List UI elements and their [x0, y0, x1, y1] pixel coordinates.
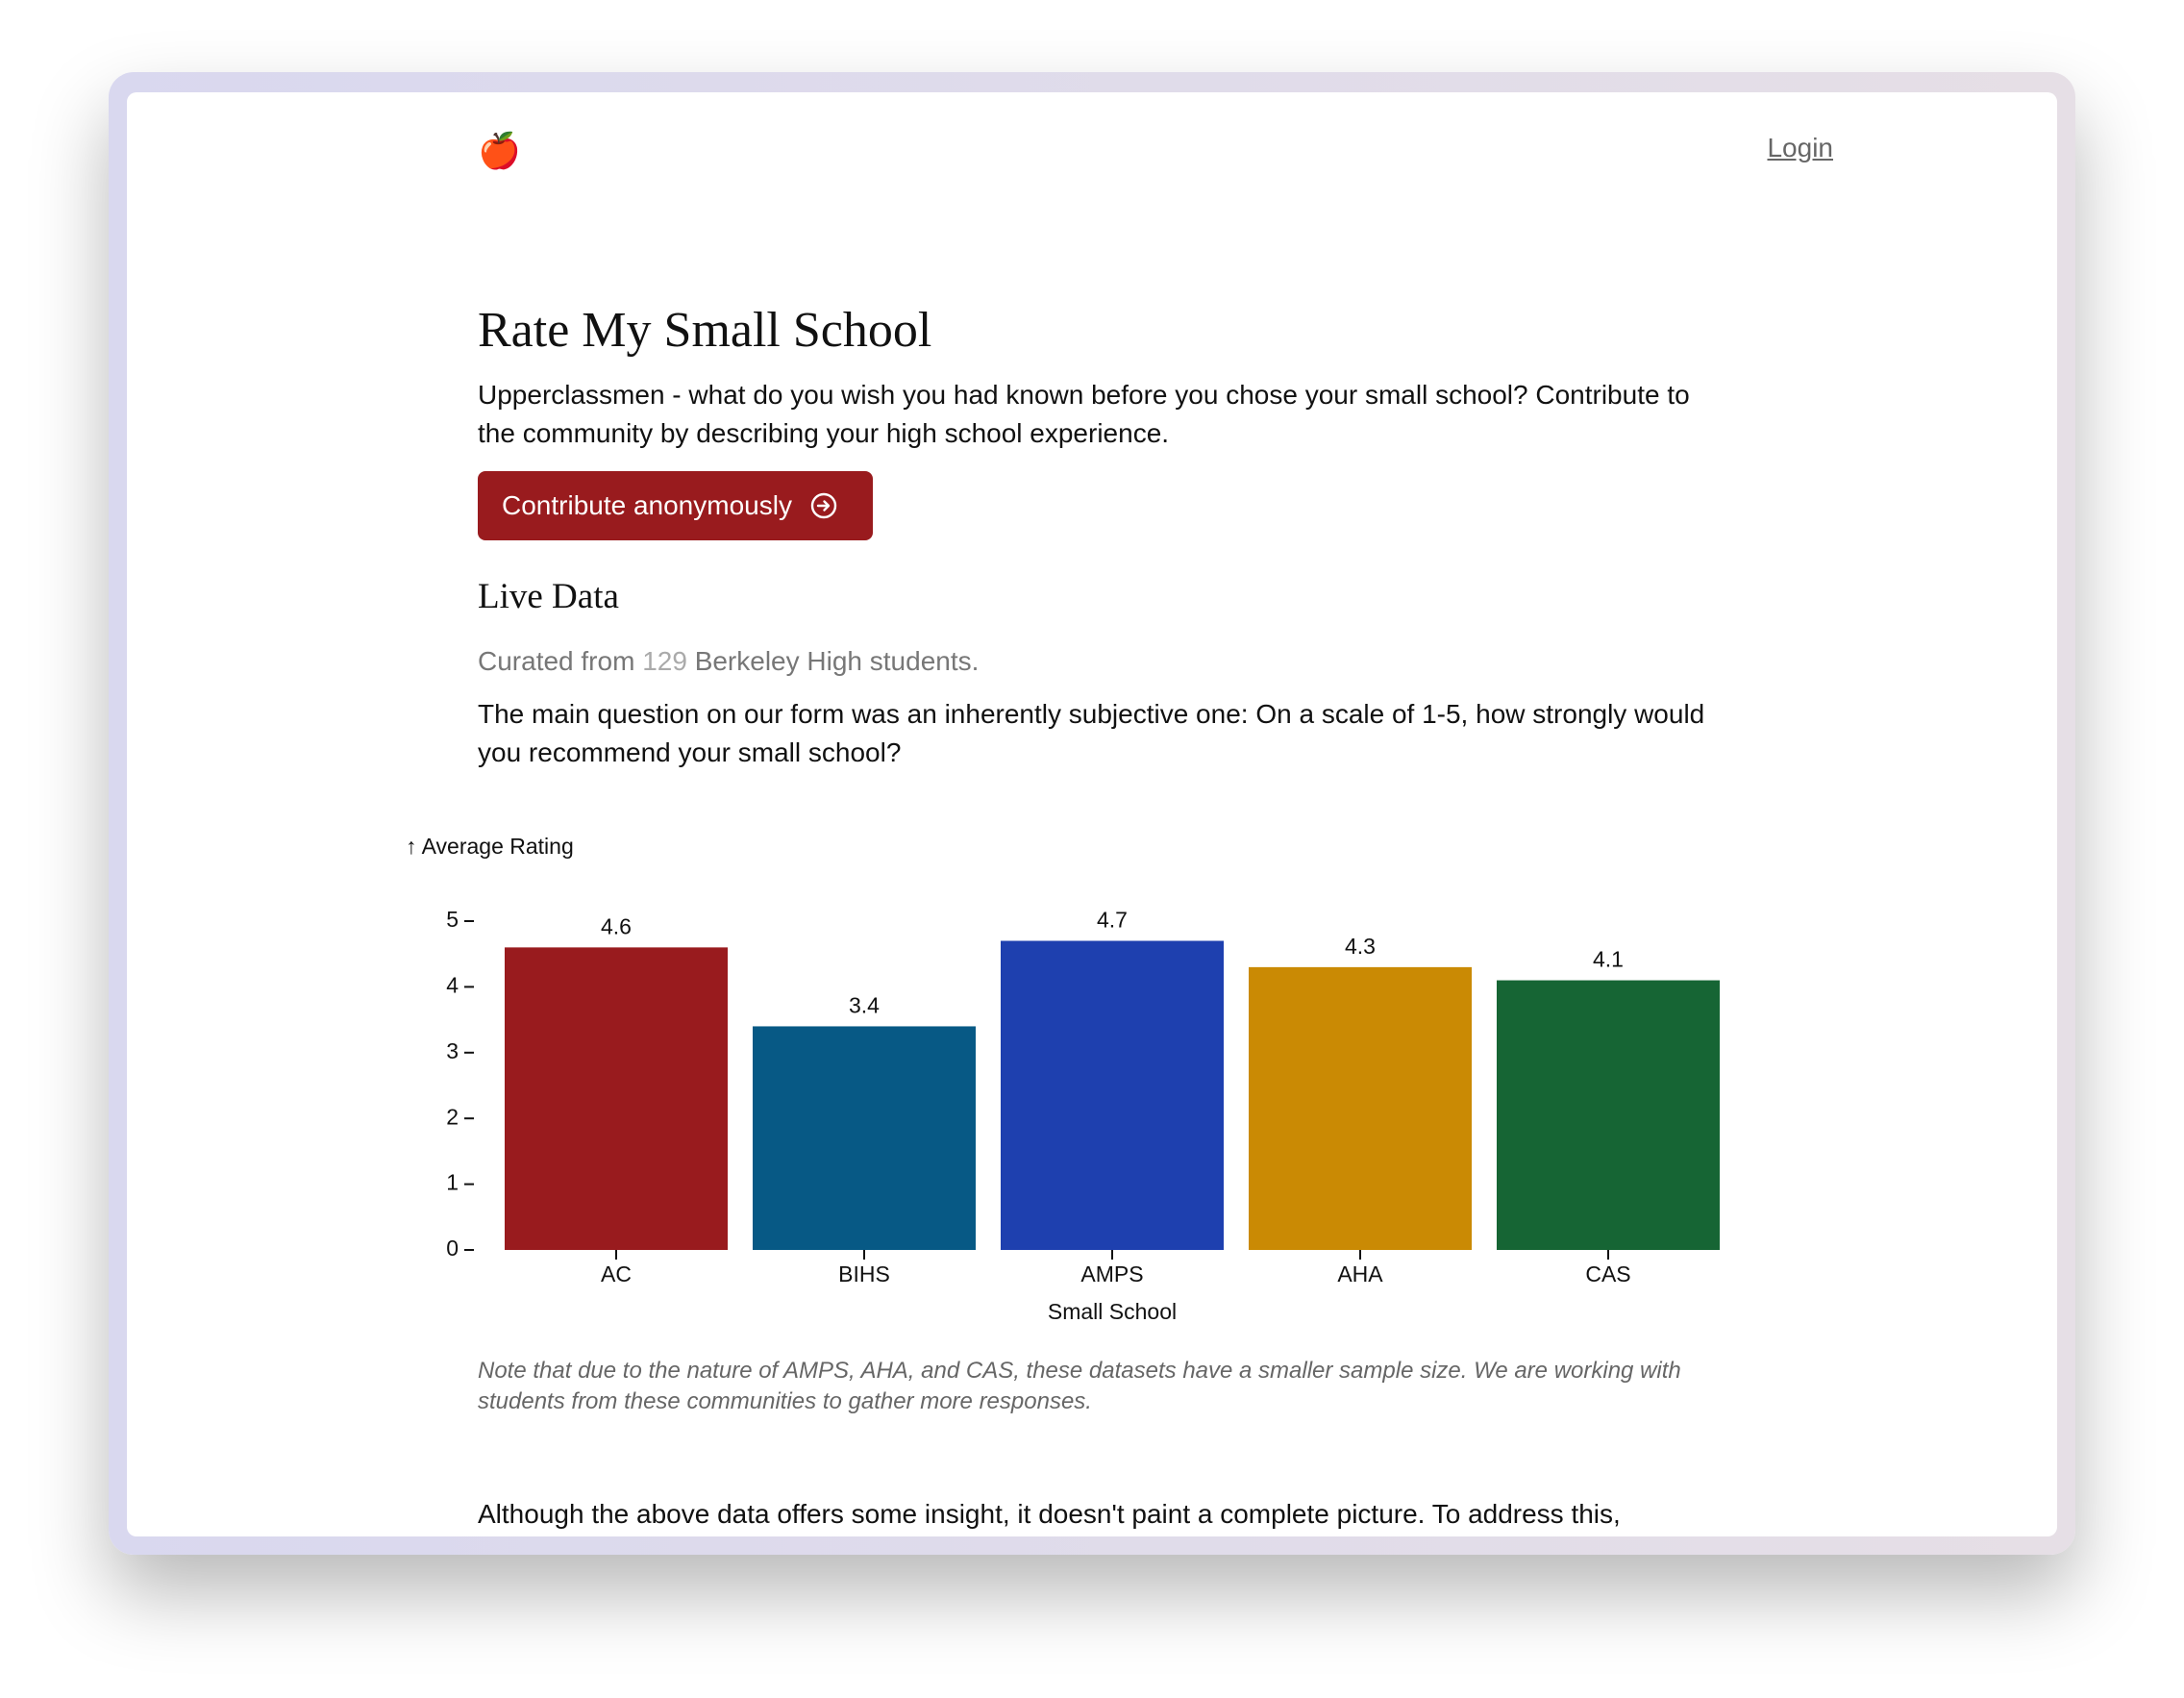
y-tick-label: 2: [446, 1104, 459, 1129]
value-label: 4.7: [1097, 908, 1128, 933]
value-label: 4.3: [1345, 934, 1376, 959]
y-tick-label: 1: [446, 1170, 459, 1195]
student-count: 129: [642, 646, 687, 676]
section-title: Live Data: [478, 577, 619, 616]
bar: [1497, 980, 1720, 1250]
page-title: Rate My Small School: [478, 303, 932, 358]
bar-chart: ↑ Average Rating 0 1 2 3 4 5 4.6 AC 3.4 BIHS 4.7 AMP…: [406, 834, 1720, 1324]
bar: [1249, 966, 1472, 1250]
x-tick-label: BIHS: [838, 1261, 890, 1286]
y-axis-label: ↑ Average Rating: [406, 834, 574, 859]
contribute-button[interactable]: Contribute anonymously: [478, 471, 873, 540]
x-tick-label: AHA: [1337, 1261, 1383, 1286]
curated-text: Berkeley High students.: [694, 646, 980, 676]
closing-text: Although the above data offers some insi…: [478, 1499, 1621, 1529]
x-tick-label: CAS: [1585, 1261, 1630, 1286]
curated-line: Curated from 129 Berkeley High students.: [478, 642, 979, 681]
question-text: The main question on our form was an inh…: [478, 699, 1705, 767]
browser-window: 🍎 Login Rate My Small School Upperclassm…: [127, 92, 2057, 1536]
y-tick-label: 4: [446, 972, 459, 997]
y-tick-label: 5: [446, 907, 459, 932]
bar: [505, 947, 728, 1250]
y-tick-label: 0: [446, 1236, 459, 1261]
value-label: 3.4: [849, 993, 880, 1018]
bar: [1001, 940, 1224, 1250]
x-tick-label: AC: [601, 1261, 632, 1286]
value-label: 4.1: [1593, 947, 1624, 972]
value-label: 4.6: [601, 913, 632, 938]
y-tick-label: 3: [446, 1038, 459, 1063]
button-label: Contribute anonymously: [502, 490, 792, 520]
x-tick-label: AMPS: [1080, 1261, 1143, 1286]
curated-text: Curated from: [478, 646, 635, 676]
login-link[interactable]: Login: [1767, 133, 1833, 162]
chart-note: Note that due to the nature of AMPS, AHA…: [478, 1358, 1681, 1414]
bar: [753, 1026, 976, 1250]
intro-text: Upperclassmen - what do you wish you had…: [478, 380, 1690, 448]
logo[interactable]: 🍎: [478, 131, 521, 170]
x-axis-label: Small School: [1048, 1299, 1177, 1324]
arrow-icon: [810, 492, 837, 519]
